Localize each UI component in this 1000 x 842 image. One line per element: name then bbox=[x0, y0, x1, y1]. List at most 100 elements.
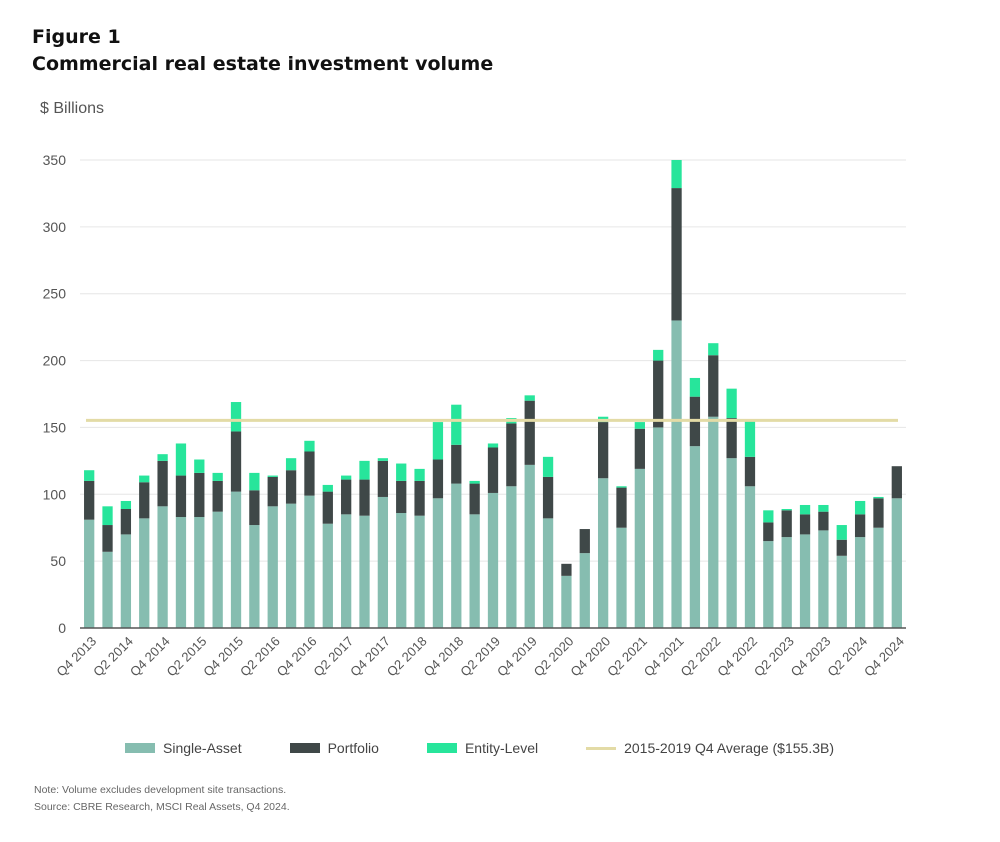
bar-portfolio bbox=[120, 508, 132, 535]
bar-portfolio bbox=[451, 444, 462, 484]
legend-item-entity-level: Entity-Level bbox=[426, 740, 538, 756]
bar-entity-level bbox=[616, 486, 627, 488]
bar-portfolio bbox=[359, 479, 370, 516]
bar-entity-level bbox=[744, 420, 756, 457]
figure-label: Figure 1 bbox=[32, 26, 121, 48]
legend-item-single-asset: Single-Asset bbox=[125, 740, 242, 756]
bar-single-asset bbox=[84, 519, 95, 628]
bar-single-asset bbox=[542, 518, 554, 628]
bar-single-asset bbox=[212, 511, 223, 628]
y-tick-label: 150 bbox=[43, 419, 67, 435]
x-tick-label: Q4 2014 bbox=[127, 634, 173, 680]
bar-single-asset bbox=[579, 553, 590, 628]
bar-entity-level bbox=[120, 500, 132, 509]
x-tick-label: Q4 2013 bbox=[53, 634, 99, 680]
bar-portfolio bbox=[597, 422, 609, 479]
bar-single-asset bbox=[891, 498, 902, 628]
bar-entity-level bbox=[157, 454, 168, 461]
bar-entity-level bbox=[653, 349, 664, 361]
bar-portfolio bbox=[157, 460, 168, 507]
legend-label-portfolio: Portfolio bbox=[327, 740, 379, 756]
bar-portfolio bbox=[432, 459, 444, 499]
bar-single-asset bbox=[763, 541, 774, 628]
x-tick-label: Q4 2022 bbox=[714, 634, 760, 680]
bar-single-asset bbox=[396, 513, 407, 628]
chart-note: Note: Volume excludes development site t… bbox=[34, 784, 287, 796]
bar-entity-level bbox=[726, 388, 737, 419]
bar-single-asset bbox=[561, 575, 572, 628]
bar-portfolio bbox=[322, 491, 333, 524]
x-tick-label: Q2 2019 bbox=[457, 634, 503, 680]
chart-title: Commercial real estate investment volume bbox=[32, 53, 494, 75]
bar-portfolio bbox=[84, 480, 95, 520]
bar-single-asset bbox=[139, 518, 150, 628]
bar-entity-level bbox=[377, 458, 389, 461]
y-tick-label: 100 bbox=[43, 486, 67, 502]
bar-single-asset bbox=[524, 464, 535, 628]
x-tick-label: Q4 2019 bbox=[494, 634, 540, 680]
x-tick-label: Q2 2023 bbox=[751, 634, 797, 680]
bar-entity-level bbox=[781, 508, 792, 511]
bar-single-asset bbox=[175, 517, 187, 628]
bar-portfolio bbox=[653, 360, 664, 428]
bar-entity-level bbox=[139, 475, 150, 483]
bar-single-asset bbox=[230, 491, 242, 628]
bar-single-asset bbox=[873, 527, 884, 628]
bar-portfolio bbox=[781, 510, 792, 538]
bar-portfolio bbox=[267, 476, 278, 507]
bar-single-asset bbox=[653, 427, 664, 628]
bar-single-asset bbox=[671, 320, 682, 628]
bar-entity-level bbox=[432, 422, 444, 460]
x-tick-label: Q4 2020 bbox=[567, 634, 613, 680]
bar-single-asset bbox=[781, 537, 792, 628]
bar-portfolio bbox=[249, 490, 260, 526]
x-tick-label: Q2 2021 bbox=[604, 634, 650, 680]
bar-single-asset bbox=[249, 525, 260, 628]
bar-portfolio bbox=[396, 480, 407, 514]
x-tick-label: Q4 2024 bbox=[861, 634, 907, 680]
bar-entity-level bbox=[542, 456, 554, 477]
bar-single-asset bbox=[708, 416, 719, 628]
bar-entity-level bbox=[359, 460, 370, 480]
bar-portfolio bbox=[708, 355, 719, 417]
y-tick-label: 50 bbox=[50, 553, 66, 569]
bar-portfolio bbox=[341, 479, 352, 515]
bar-portfolio bbox=[891, 466, 902, 499]
bar-entity-level bbox=[102, 506, 113, 526]
bar-single-asset bbox=[451, 483, 462, 628]
bar-single-asset bbox=[487, 492, 499, 628]
x-tick-label: Q4 2018 bbox=[421, 634, 467, 680]
legend-label-average-line: 2015-2019 Q4 Average ($155.3B) bbox=[624, 740, 835, 756]
bar-single-asset bbox=[689, 446, 701, 628]
bar-entity-level bbox=[304, 440, 315, 452]
bar-entity-level bbox=[230, 402, 242, 432]
x-tick-label: Q2 2022 bbox=[678, 634, 724, 680]
bar-entity-level bbox=[451, 404, 462, 445]
bar-portfolio bbox=[744, 456, 756, 487]
x-tick-label: Q4 2017 bbox=[347, 634, 393, 680]
bar-portfolio bbox=[377, 460, 389, 497]
x-tick-label: Q2 2018 bbox=[384, 634, 430, 680]
bar-entity-level bbox=[836, 525, 847, 540]
bar-single-asset bbox=[726, 458, 737, 628]
x-tick-label: Q4 2023 bbox=[788, 634, 834, 680]
x-tick-label: Q4 2015 bbox=[200, 634, 246, 680]
legend-swatch-single-asset bbox=[125, 743, 155, 753]
bar-entity-level bbox=[194, 459, 205, 473]
x-tick-label: Q2 2017 bbox=[310, 634, 356, 680]
bar-single-asset bbox=[304, 495, 315, 628]
bar-single-asset bbox=[744, 486, 756, 628]
bar-entity-level bbox=[469, 480, 480, 484]
bar-entity-level bbox=[396, 463, 407, 481]
bar-portfolio bbox=[799, 514, 811, 535]
legend-item-average-line: 2015-2019 Q4 Average ($155.3B) bbox=[586, 740, 834, 756]
bar-portfolio bbox=[763, 522, 774, 542]
bar-portfolio bbox=[634, 428, 645, 469]
bar-entity-level bbox=[634, 422, 645, 429]
bar-entity-level bbox=[175, 443, 187, 476]
bar-entity-level bbox=[524, 395, 535, 401]
bar-single-asset bbox=[341, 514, 352, 628]
bar-single-asset bbox=[194, 517, 205, 628]
legend-swatch-entity-level bbox=[426, 743, 457, 753]
